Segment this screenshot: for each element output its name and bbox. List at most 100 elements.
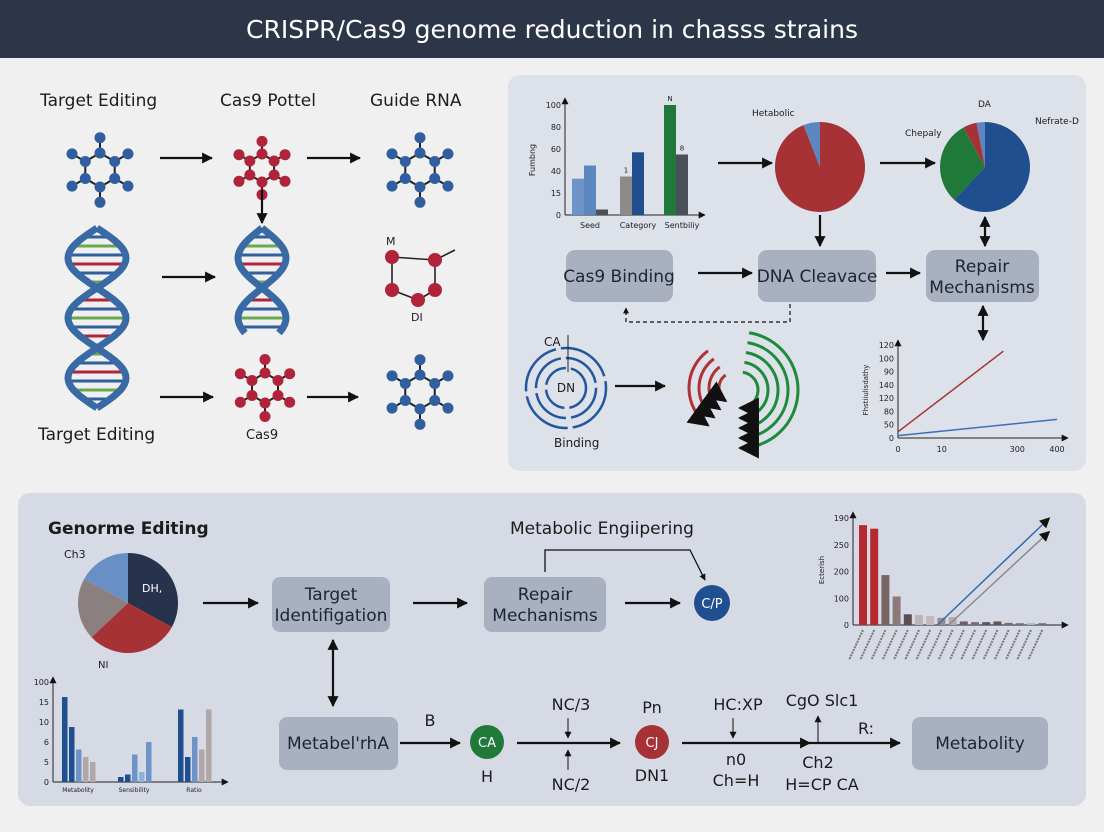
x-tick-label-illegible xyxy=(948,629,965,661)
atom xyxy=(279,149,291,161)
flow-box-repair-mechanisms: Repair Mechanisms xyxy=(926,250,1039,302)
y-tick-label: 0 xyxy=(844,621,849,630)
chem-r: R: xyxy=(858,719,874,738)
y-tick-label: 250 xyxy=(834,541,849,550)
atom xyxy=(79,173,91,184)
dashed-feedback-arrow xyxy=(623,304,791,323)
chem-n0: n0 xyxy=(726,750,746,769)
circle-label: C/P xyxy=(701,597,722,612)
y-tick-label: 80 xyxy=(551,123,561,132)
circle-cp: C/P xyxy=(694,585,730,621)
atom xyxy=(94,181,106,193)
chem-ch-h: Ch=H xyxy=(713,771,760,790)
box-label: Identifigation xyxy=(275,606,388,626)
atom xyxy=(233,149,245,161)
x-tick-label-illegible xyxy=(1004,629,1021,661)
bar xyxy=(199,749,205,782)
pie-composition-slice xyxy=(954,122,1031,212)
atom xyxy=(256,176,268,188)
x-tick-label-illegible xyxy=(881,629,898,661)
label-target-editing-bottom: Target Editing xyxy=(37,425,155,445)
x-tick-label-illegible xyxy=(993,629,1010,661)
chem-hcp: H=CP CA xyxy=(785,775,859,794)
atom xyxy=(109,156,121,167)
bar xyxy=(90,762,96,782)
y-tick-label: 100 xyxy=(34,678,49,687)
bar-data-label: N xyxy=(667,95,672,103)
flow-box-dna-cleavage: DNA Cleavace xyxy=(757,250,878,302)
helix-strand xyxy=(234,225,290,336)
box-label: Repair xyxy=(955,257,1009,277)
atom xyxy=(234,368,246,380)
bar xyxy=(903,614,912,625)
atom xyxy=(256,148,268,160)
bar xyxy=(632,152,644,215)
atom xyxy=(399,378,411,389)
molecule-red-square xyxy=(385,249,456,307)
atom xyxy=(414,132,426,144)
bar xyxy=(993,621,1002,625)
green-arc-arrow xyxy=(737,341,790,449)
atom xyxy=(284,396,296,408)
box-label: DNA Cleavace xyxy=(757,267,878,287)
atom xyxy=(385,250,399,264)
pie-metabolic-slice xyxy=(803,122,820,167)
feedback-arrow xyxy=(544,549,706,581)
x-tick-label-illegible xyxy=(971,629,988,661)
ring-label-ca: CA xyxy=(544,335,561,349)
atom xyxy=(414,181,426,193)
molecule-blue-bottom xyxy=(386,354,454,430)
green-arc-arrow xyxy=(737,331,800,459)
ring-label-dn: DN xyxy=(557,381,575,395)
x-tick-label-illegible xyxy=(848,629,864,661)
atom xyxy=(386,402,398,414)
y-axis-label: Fhstiiulisdathy xyxy=(862,365,870,416)
bar xyxy=(915,615,923,625)
page-title: CRISPR/Cas9 genome reduction in chasss s… xyxy=(246,15,858,44)
x-tick-label: Seed xyxy=(580,221,600,230)
flow-box-cas9-binding: Cas9 Binding xyxy=(563,250,675,302)
heading-genome-editing: Genorme Editing xyxy=(48,519,209,539)
chem-cgo: CgO Slc1 xyxy=(786,691,859,710)
green-arc-arrow xyxy=(737,370,760,419)
y-tick-label: 0 xyxy=(44,778,49,787)
box-label: Cas9 Binding xyxy=(563,267,675,287)
pie2-label-da: DA xyxy=(978,100,992,110)
atom xyxy=(268,155,280,167)
bar xyxy=(620,176,632,215)
helix-strand xyxy=(234,225,290,336)
atom xyxy=(429,378,441,389)
pie-metabolic-slice xyxy=(774,122,865,212)
flow-arrows xyxy=(615,157,991,392)
bar xyxy=(62,697,68,782)
x-tick-label-illegible xyxy=(937,629,954,661)
atom xyxy=(79,156,91,167)
x-tick-label-illegible xyxy=(892,629,909,661)
box-label: Repair xyxy=(518,585,572,605)
atom xyxy=(386,180,398,192)
helix-strand xyxy=(64,225,130,411)
atom xyxy=(94,147,106,159)
atom xyxy=(386,148,398,160)
atom xyxy=(234,396,246,408)
atom xyxy=(246,375,258,386)
atom xyxy=(259,411,271,422)
y-tick-label: 0 xyxy=(889,434,894,443)
atom xyxy=(109,173,121,184)
atom xyxy=(66,148,78,160)
red-arc-arrow xyxy=(698,365,722,411)
label-target-editing: Target Editing xyxy=(39,91,157,111)
bar xyxy=(892,596,901,625)
atom xyxy=(259,367,271,379)
atom xyxy=(414,354,426,366)
y-tick-label: 100 xyxy=(879,354,894,363)
helix-strand xyxy=(64,225,130,411)
y-tick-label: 40 xyxy=(551,167,561,176)
atom xyxy=(386,370,398,382)
x-tick-label-illegible xyxy=(904,629,920,661)
label-cas9: Cas9 xyxy=(246,428,278,443)
molecule-blue-target xyxy=(66,132,134,208)
pie-label-dh: DH, xyxy=(142,582,162,595)
